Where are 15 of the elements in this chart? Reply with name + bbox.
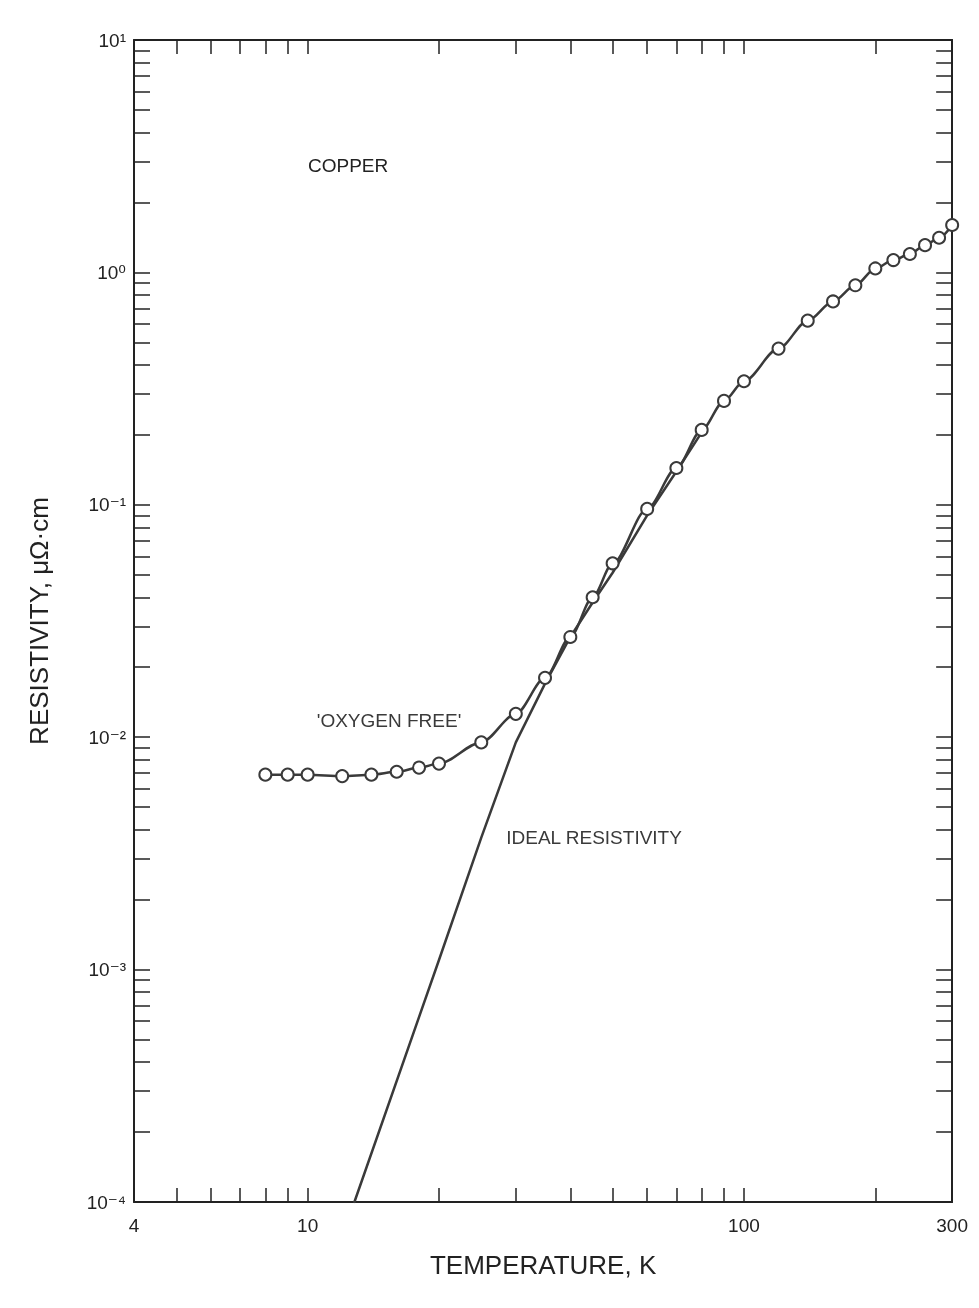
series-label: IDEAL RESISTIVITY <box>506 827 683 849</box>
y-tick-label: 10⁻¹ <box>88 494 126 516</box>
x-tick-label: 10 <box>297 1215 319 1236</box>
annotation: COPPER <box>308 155 389 176</box>
y-axis-title: RESISTIVITY, μΩ·cm <box>24 497 54 745</box>
y-tick-label: 10⁻² <box>88 726 126 748</box>
y-tick-label: 10⁰ <box>97 261 126 283</box>
x-tick-label: 100 <box>728 1215 760 1236</box>
x-axis-title: TEMPERATURE, K <box>429 1250 657 1280</box>
x-tick-label: 4 <box>128 1215 140 1236</box>
x-tick-label: 300 <box>936 1215 968 1236</box>
series-label: 'OXYGEN FREE' <box>316 709 462 731</box>
y-tick-label: 10¹ <box>98 29 126 51</box>
y-tick-label: 10⁻⁴ <box>86 1191 126 1213</box>
y-tick-label: 10⁻³ <box>88 959 126 981</box>
